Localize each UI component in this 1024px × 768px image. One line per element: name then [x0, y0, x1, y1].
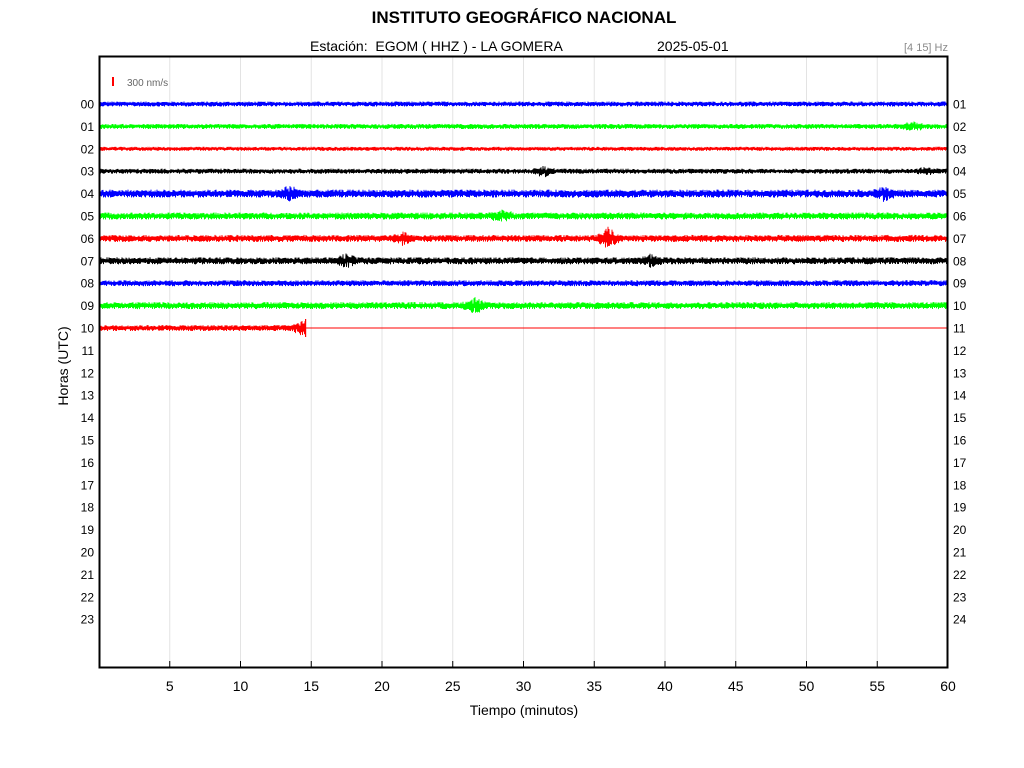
trace-hour-01	[98, 121, 949, 131]
right-hour-label: 07	[953, 232, 967, 246]
left-hour-label: 21	[81, 568, 95, 582]
trace-hour-02	[98, 145, 949, 152]
trace-hour-03	[98, 165, 949, 178]
x-tick-label: 25	[445, 678, 461, 694]
plot-frame	[98, 55, 949, 669]
left-hour-labels: 00 01 02 03 04 05 06 07 08 09 10 11 12 13 14 15 16 17 18 19…	[81, 98, 95, 627]
x-tick-label: 5	[166, 678, 174, 694]
filter-label: [4 15] Hz	[903, 42, 948, 54]
right-hour-label: 02	[953, 120, 967, 134]
right-hour-label: 15	[953, 411, 967, 425]
x-tick-label: 60	[940, 678, 956, 694]
institution-title: INSTITUTO GEOGRÁFICO NACIONAL	[371, 8, 677, 27]
left-hour-label: 00	[81, 98, 95, 112]
x-tick-label: 15	[303, 678, 319, 694]
right-hour-label: 08	[953, 254, 967, 268]
left-hour-label: 01	[81, 120, 95, 134]
left-hour-label: 02	[81, 142, 95, 156]
right-hour-label: 19	[953, 501, 967, 515]
right-hour-label: 22	[953, 568, 967, 582]
grid	[169, 56, 878, 668]
left-hour-label: 15	[81, 434, 95, 448]
x-tick-labels: 5 10 15 20 25 30 35 40 45 50 55 60	[166, 678, 956, 694]
left-hour-label: 22	[81, 590, 95, 604]
left-hour-label: 06	[81, 232, 95, 246]
trace-hour-09	[98, 297, 949, 313]
right-hour-label: 10	[953, 299, 967, 313]
left-hour-label: 18	[81, 501, 95, 515]
traces	[98, 101, 949, 337]
right-hour-label: 04	[953, 165, 967, 179]
right-hour-label: 13	[953, 366, 967, 380]
left-hour-label: 05	[81, 210, 95, 224]
x-tick-label: 40	[657, 678, 673, 694]
trace-hour-05	[98, 209, 949, 222]
right-hour-label: 06	[953, 210, 967, 224]
x-tick-label: 30	[516, 678, 532, 694]
left-hour-label: 08	[81, 277, 95, 291]
scale-bar: 300 nm/s	[112, 77, 168, 89]
left-hour-label: 13	[81, 389, 95, 403]
right-hour-label: 01	[953, 98, 967, 112]
right-hour-labels: 01 02 03 04 05 06 07 08 09 10 11 12 13 14 15 16 17 18 19 20…	[953, 98, 967, 627]
trace-hour-07	[98, 253, 949, 268]
left-hour-label: 14	[81, 411, 95, 425]
left-hour-label: 23	[81, 613, 95, 627]
right-hour-label: 18	[953, 478, 967, 492]
x-tick-label: 35	[586, 678, 602, 694]
right-hour-label: 24	[953, 613, 967, 627]
trace-hour-10	[98, 320, 306, 336]
y-axis-label: Horas (UTC)	[55, 326, 71, 405]
x-tick-label: 10	[233, 678, 249, 694]
left-hour-label: 03	[81, 165, 95, 179]
left-hour-label: 17	[81, 478, 95, 492]
right-hour-label: 09	[953, 277, 967, 291]
scale-bar-label: 300 nm/s	[127, 78, 168, 89]
right-hour-label: 11	[953, 322, 966, 336]
left-hour-label: 10	[81, 322, 95, 336]
right-hour-label: 20	[953, 523, 967, 537]
x-tick-label: 55	[869, 678, 885, 694]
right-hour-label: 17	[953, 456, 967, 470]
right-hour-label: 16	[953, 434, 967, 448]
right-hour-label: 03	[953, 142, 967, 156]
right-hour-label: 14	[953, 389, 967, 403]
left-hour-label: 07	[81, 254, 95, 268]
trace-hour-00	[98, 101, 949, 107]
trace-hour-06	[98, 226, 949, 248]
trace-hour-04	[98, 186, 949, 202]
right-hour-label: 21	[953, 546, 967, 560]
x-tick-label: 20	[374, 678, 390, 694]
x-tick-label: 45	[728, 678, 744, 694]
scale-bar-mark	[112, 77, 114, 86]
right-hour-label: 05	[953, 187, 967, 201]
x-tick-label: 50	[799, 678, 815, 694]
trace-hour-08	[98, 280, 949, 287]
left-hour-label: 19	[81, 523, 95, 537]
left-hour-label: 11	[82, 344, 95, 358]
left-hour-label: 20	[81, 546, 95, 560]
left-hour-label: 12	[81, 366, 95, 380]
left-hour-label: 16	[81, 456, 95, 470]
left-hour-label: 04	[81, 187, 95, 201]
right-hour-label: 23	[953, 590, 967, 604]
date-label: 2025-05-01	[657, 38, 729, 54]
x-axis-label: Tiempo (minutos)	[470, 702, 578, 718]
station-label: Estación: EGOM ( HHZ ) - LA GOMERA	[310, 38, 563, 54]
left-hour-label: 09	[81, 299, 95, 313]
right-hour-label: 12	[953, 344, 967, 358]
